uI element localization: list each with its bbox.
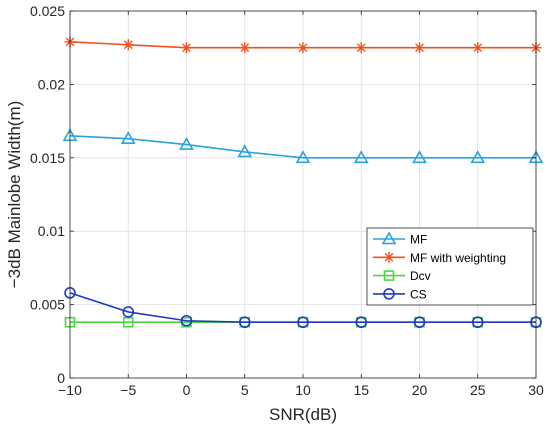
- data-point-marker: [122, 306, 135, 318]
- x-tick-label: −5: [120, 382, 136, 398]
- data-point-marker: [472, 42, 484, 54]
- series-mf-with-weighting: [64, 36, 542, 54]
- data-point-marker: [355, 42, 367, 54]
- data-point-marker: [179, 136, 194, 150]
- x-axis-label: SNR(dB): [269, 405, 337, 424]
- x-tick-label: 30: [528, 382, 544, 398]
- data-point-marker: [413, 316, 426, 329]
- y-tick-label: 0.015: [30, 150, 65, 166]
- data-point-marker: [237, 144, 253, 158]
- series-cs: [64, 287, 542, 329]
- axis-ticks: −10 −5 0 5 10 15 20 25 30 0 0.005 0.01 0.015 0.02 0.02…: [30, 3, 544, 398]
- legend-label: Dcv: [410, 269, 431, 283]
- x-tick-label: 25: [470, 382, 486, 398]
- data-point-marker: [181, 42, 192, 54]
- data-point-marker: [122, 39, 134, 51]
- x-tick-label: 5: [241, 382, 249, 398]
- legend-item: CS: [373, 287, 427, 301]
- x-tick-label: 0: [183, 382, 191, 398]
- series-line: [69, 292, 536, 324]
- y-tick-label: 0.02: [38, 76, 65, 92]
- legend-label: MF: [410, 233, 427, 247]
- y-tick-label: 0.025: [30, 3, 65, 19]
- data-point-marker: [239, 42, 251, 54]
- x-tick-label: 15: [353, 382, 369, 398]
- legend-marker: [381, 231, 397, 245]
- data-point-marker: [238, 316, 251, 329]
- x-tick-label: 10: [295, 382, 311, 398]
- series-line: [69, 134, 536, 159]
- legend-item: MF with weighting: [373, 251, 506, 265]
- legend-marker: [383, 251, 395, 263]
- data-point-marker: [470, 150, 486, 164]
- data-point-marker: [297, 42, 309, 54]
- x-tick-label: −10: [58, 382, 82, 398]
- legend-box: [366, 227, 534, 306]
- legend-item: MF: [373, 231, 427, 247]
- legend-marker: [383, 270, 395, 281]
- y-tick-label: 0.01: [38, 223, 65, 239]
- legend: MF MF with weighting Dcv CS: [366, 227, 534, 306]
- data-point-marker: [120, 131, 136, 145]
- data-point-marker: [353, 150, 369, 164]
- x-tick-label: 20: [412, 382, 428, 398]
- legend-item: Dcv: [373, 269, 431, 283]
- data-point-marker: [295, 150, 311, 164]
- y-axis-label: −3dB Mainlobe Width(m): [5, 101, 24, 289]
- data-point-marker: [414, 42, 425, 54]
- series-layer: [62, 36, 544, 329]
- y-tick-label: 0: [57, 370, 65, 386]
- data-point-marker: [180, 314, 193, 327]
- legend-label: MF with weighting: [410, 251, 506, 265]
- data-point-marker: [412, 150, 427, 164]
- legend-label: CS: [410, 287, 427, 301]
- data-point-marker: [471, 316, 484, 329]
- y-tick-label: 0.005: [30, 297, 65, 313]
- data-point-marker: [355, 316, 368, 329]
- data-point-marker: [297, 316, 309, 329]
- legend-marker: [383, 288, 395, 300]
